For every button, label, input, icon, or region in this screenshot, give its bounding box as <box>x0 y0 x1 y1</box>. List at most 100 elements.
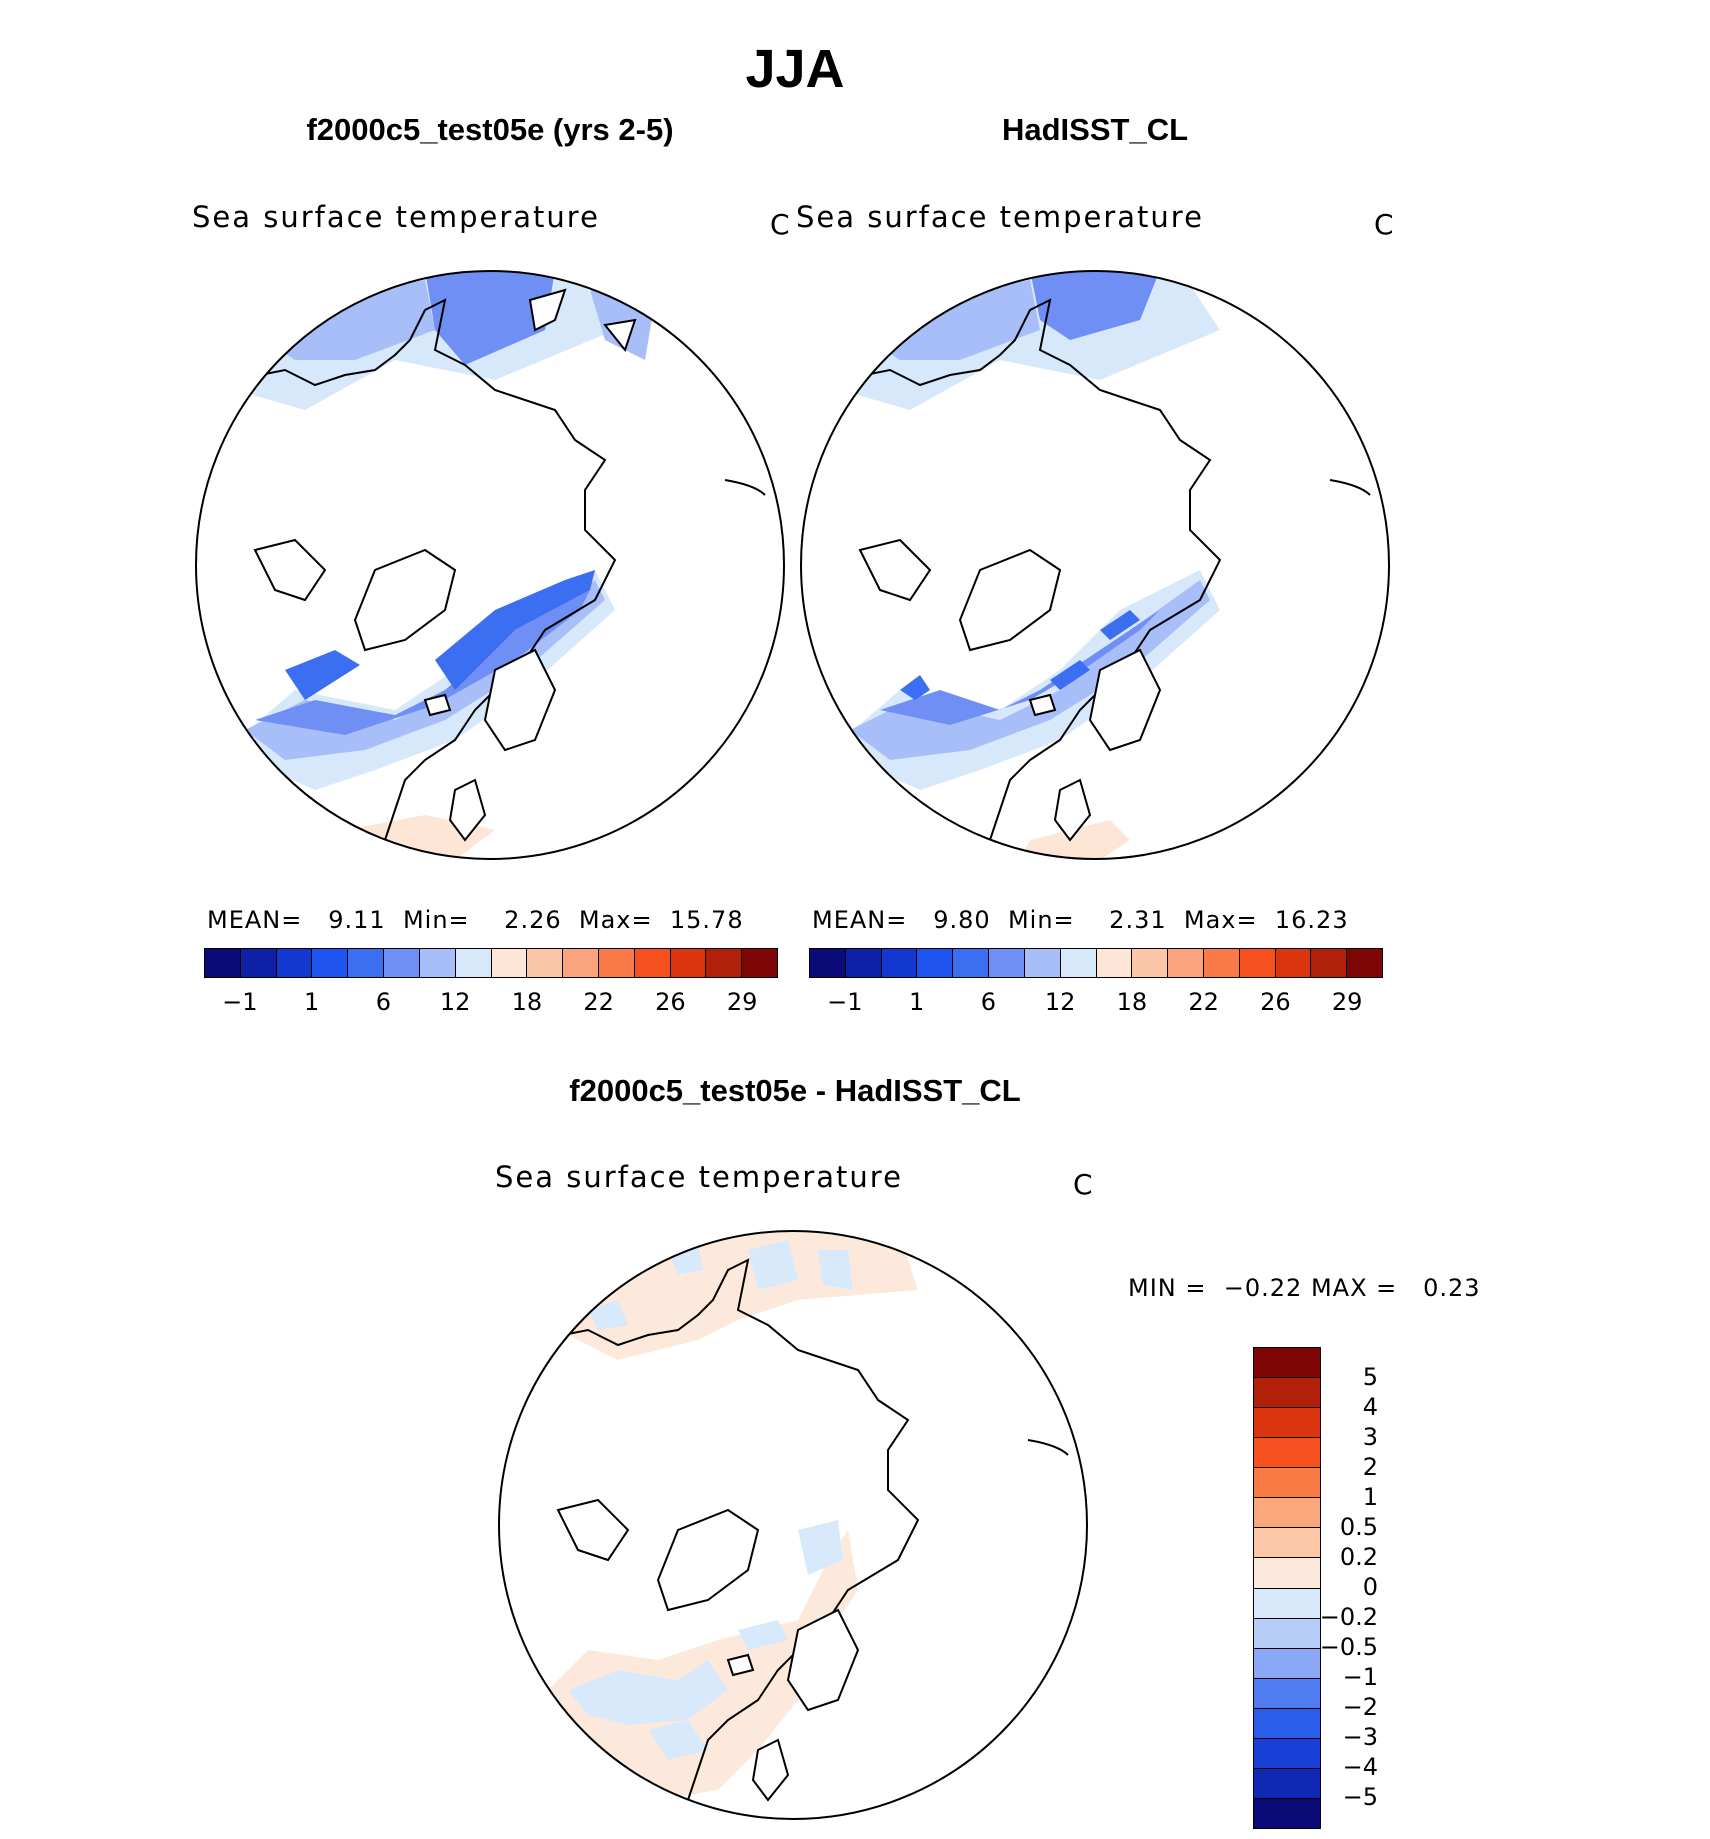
colorbar-swatch <box>810 949 846 977</box>
colorbar-tick-label: 0.5 <box>1339 1513 1378 1541</box>
colorbar-swatch <box>845 949 882 977</box>
colorbar-tick-label: 12 <box>1044 988 1076 1016</box>
colorbar-swatch <box>312 949 349 977</box>
colorbar-swatch <box>1254 1708 1320 1739</box>
colorbar-swatch <box>1254 1498 1320 1529</box>
colorbar-swatch <box>706 949 743 977</box>
panel-2-map <box>800 270 1390 860</box>
colorbar-tick-label: −5 <box>1342 1783 1378 1811</box>
colorbar-swatch <box>1254 1588 1320 1619</box>
colorbar-swatch <box>1024 949 1061 977</box>
colorbar-tick-label: 29 <box>726 988 758 1016</box>
colorbar-swatch <box>742 949 777 977</box>
diff-subtitle: f2000c5_test05e - HadISST_CL <box>569 1073 1021 1108</box>
colorbar-tick-label: 12 <box>439 988 471 1016</box>
colorbar-tick-label: 4 <box>1362 1393 1378 1421</box>
colorbar-tick-label: −1 <box>222 988 258 1016</box>
colorbar-swatch <box>989 949 1025 977</box>
diff-stats: MIN = −0.22 MAX = 0.23 <box>1128 1274 1481 1302</box>
colorbar-swatch <box>881 949 918 977</box>
colorbar-tick-label: 0 <box>1362 1573 1378 1601</box>
colorbar-swatch <box>1254 1528 1320 1559</box>
panel-1-unit: C <box>770 208 790 241</box>
figure-title: JJA <box>745 39 845 99</box>
colorbar-swatch <box>348 949 385 977</box>
colorbar-swatch <box>419 949 456 977</box>
colorbar-swatch <box>563 949 599 977</box>
colorbar-swatch <box>491 949 528 977</box>
colorbar-swatch <box>1060 949 1097 977</box>
colorbar-swatch <box>1347 949 1382 977</box>
colorbar-swatch <box>1254 1348 1320 1379</box>
colorbar-swatch <box>384 949 420 977</box>
colorbar-swatch <box>1254 1438 1320 1469</box>
colorbar-swatch <box>634 949 671 977</box>
diff-colorbar <box>1253 1347 1321 1829</box>
colorbar-swatch <box>1254 1768 1320 1799</box>
panel-1-variable: Sea surface temperature <box>192 200 600 234</box>
colorbar-swatch <box>276 949 313 977</box>
colorbar-tick-label: 1 <box>1362 1483 1378 1511</box>
panel-1-colorbar <box>204 948 778 978</box>
panel-2-stats: MEAN= 9.80 Min= 2.31 Max= 16.23 <box>812 906 1349 934</box>
colorbar-tick-label: 1 <box>303 988 320 1016</box>
colorbar-tick-label: 22 <box>583 988 614 1016</box>
colorbar-swatch <box>1096 949 1133 977</box>
colorbar-tick-label: 6 <box>980 988 997 1016</box>
colorbar-tick-label: 29 <box>1331 988 1363 1016</box>
colorbar-swatch <box>527 949 564 977</box>
colorbar-swatch <box>1254 1558 1320 1589</box>
colorbar-swatch <box>953 949 990 977</box>
colorbar-tick-label: −4 <box>1342 1753 1378 1781</box>
colorbar-tick-label: −3 <box>1342 1723 1378 1751</box>
colorbar-swatch <box>1254 1378 1320 1409</box>
colorbar-tick-label: 18 <box>1116 988 1148 1016</box>
colorbar-tick-label: 5 <box>1362 1363 1378 1391</box>
colorbar-swatch <box>1254 1408 1320 1439</box>
panel-2-unit: C <box>1374 208 1394 241</box>
colorbar-swatch <box>598 949 635 977</box>
colorbar-swatch <box>1254 1618 1320 1649</box>
panel-2-colorbar-labels: −1 1 6 12 18 22 26 29 <box>809 988 1383 1018</box>
colorbar-tick-label: 22 <box>1188 988 1219 1016</box>
colorbar-swatch <box>205 949 241 977</box>
panel-2-subtitle: HadISST_CL <box>1001 112 1189 147</box>
panel-1-subtitle: f2000c5_test05e (yrs 2-5) <box>306 112 674 147</box>
colorbar-tick-label: −0.2 <box>1319 1603 1378 1631</box>
colorbar-swatch <box>1254 1648 1320 1679</box>
colorbar-tick-label: −1 <box>1342 1663 1378 1691</box>
colorbar-swatch <box>1203 949 1240 977</box>
colorbar-tick-label: 6 <box>375 988 392 1016</box>
colorbar-tick-label: 2 <box>1362 1453 1378 1481</box>
colorbar-tick-label: −2 <box>1342 1693 1378 1721</box>
colorbar-swatch <box>1254 1678 1320 1709</box>
panel-1-map <box>195 270 785 860</box>
colorbar-swatch <box>240 949 277 977</box>
panel-2-variable: Sea surface temperature <box>796 200 1204 234</box>
colorbar-swatch <box>1168 949 1204 977</box>
diff-map <box>498 1230 1088 1820</box>
colorbar-tick-label: 0.2 <box>1339 1543 1378 1571</box>
panel-2-colorbar <box>809 948 1383 978</box>
colorbar-tick-label: −1 <box>827 988 863 1016</box>
colorbar-swatch <box>1311 949 1348 977</box>
colorbar-swatch <box>1254 1798 1320 1828</box>
colorbar-tick-label: 3 <box>1362 1423 1378 1451</box>
diff-variable: Sea surface temperature <box>495 1160 903 1194</box>
colorbar-swatch <box>1132 949 1169 977</box>
colorbar-tick-label: 18 <box>511 988 543 1016</box>
panel-1-stats: MEAN= 9.11 Min= 2.26 Max= 15.78 <box>207 906 744 934</box>
colorbar-tick-label: 26 <box>655 988 686 1016</box>
colorbar-swatch <box>917 949 954 977</box>
panel-1-colorbar-labels: −1 1 6 12 18 22 26 29 <box>204 988 778 1018</box>
colorbar-tick-label: −0.5 <box>1319 1633 1378 1661</box>
colorbar-swatch <box>1254 1738 1320 1769</box>
colorbar-swatch <box>1275 949 1312 977</box>
colorbar-swatch <box>1239 949 1276 977</box>
colorbar-swatch <box>455 949 492 977</box>
colorbar-tick-label: 26 <box>1260 988 1291 1016</box>
colorbar-swatch <box>1254 1468 1320 1499</box>
diff-unit: C <box>1073 1168 1093 1201</box>
colorbar-swatch <box>670 949 707 977</box>
colorbar-tick-label: 1 <box>908 988 925 1016</box>
